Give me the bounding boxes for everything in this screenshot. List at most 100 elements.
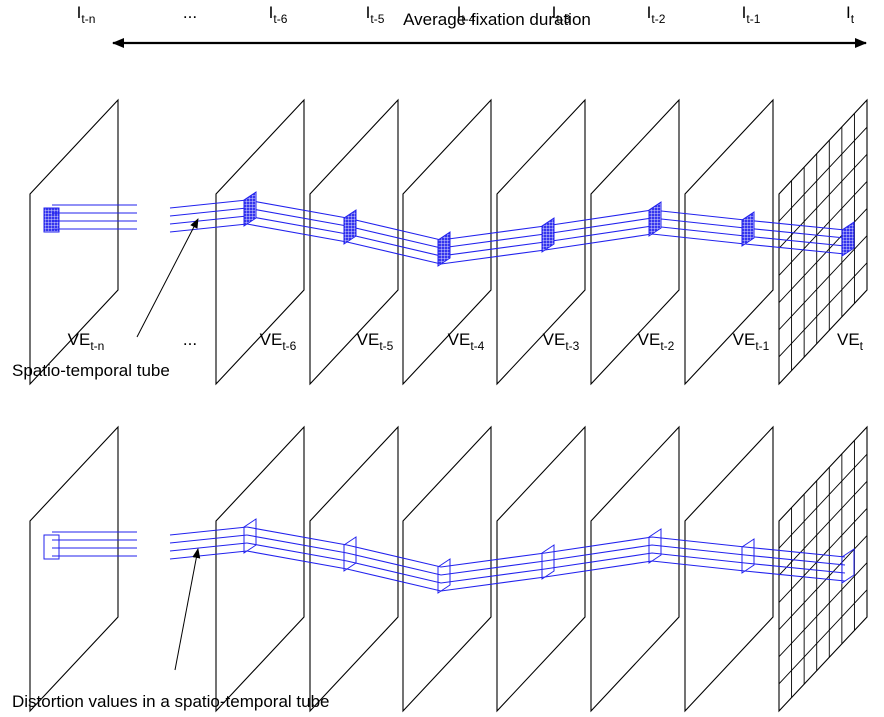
grid-line [778, 181, 868, 276]
frame-label-base: VE [260, 330, 283, 349]
frame-label-base: I [366, 3, 371, 22]
frame-label-subscript: t-n [90, 339, 104, 353]
frame-label: It-4 [457, 3, 476, 26]
tube-block [541, 544, 555, 580]
frame-label: It-6 [269, 3, 288, 26]
tube-block [437, 558, 451, 594]
tube-block [841, 548, 855, 584]
frame-label: VEt-3 [543, 330, 580, 353]
frame-label: It-2 [647, 3, 666, 26]
tube-edge [169, 534, 248, 544]
frame-label: VEt-5 [357, 330, 394, 353]
tube-annotation-arrow [136, 218, 199, 338]
grid-line [778, 235, 868, 331]
frame-label: It-1 [742, 3, 761, 26]
frame-label-base: I [846, 3, 851, 22]
frame-label: VEt-n [68, 330, 105, 353]
distortion-annotation-label: Distortion values in a spatio-temporal t… [12, 692, 330, 711]
frame-label-base: I [552, 3, 557, 22]
frame-label-base: VE [638, 330, 661, 349]
frame-label-base: I [742, 3, 747, 22]
grid-line [778, 508, 868, 603]
tube-edge [169, 526, 248, 536]
frame-label-base: VE [357, 330, 380, 349]
grid-line [778, 589, 868, 685]
frame-label-subscript: t-5 [379, 339, 393, 353]
video-frame [309, 98, 399, 386]
ellipsis-label: ... [183, 3, 197, 22]
tube-edge [246, 542, 846, 584]
grid-line [778, 535, 868, 630]
frame-label: It-n [77, 3, 96, 26]
frame-label-base: I [269, 3, 274, 22]
visual-error-frames-row: VEt-n VEt-6 VEt-5 VEt-4 VEt-3 VEt-2 VEt-1 VEt..… [29, 330, 868, 713]
frame-label-base: VE [733, 330, 756, 349]
tube-block [648, 528, 662, 564]
frame-label-subscript: t-1 [746, 12, 760, 26]
tube-edge [169, 199, 248, 209]
grid-line [778, 453, 868, 549]
frame-label-base: I [647, 3, 652, 22]
frame-label-subscript: t-3 [556, 12, 570, 26]
frame-label-base: VE [837, 330, 860, 349]
tube-block [741, 211, 755, 247]
frame-label: VEt-2 [638, 330, 675, 353]
fixation-duration-title: Average fixation duration [403, 10, 591, 29]
ellipsis-label: ... [183, 330, 197, 349]
tube-block [243, 191, 257, 227]
frame-label-subscript: t-2 [660, 339, 674, 353]
frame-label-subscript: t-n [81, 12, 95, 26]
tube-block [343, 536, 357, 572]
video-frame [309, 425, 399, 713]
video-frame [402, 425, 492, 713]
frame-label-base: I [457, 3, 462, 22]
video-frame [590, 425, 680, 713]
frame-label-base: VE [68, 330, 91, 349]
frame-label: VEt-4 [448, 330, 485, 353]
frame-label: It [846, 3, 855, 26]
tube-edge [246, 526, 846, 568]
frame-label-subscript: t-3 [565, 339, 579, 353]
frame-label-subscript: t-6 [273, 12, 287, 26]
frame-label-subscript: t-5 [370, 12, 384, 26]
video-frame [590, 98, 680, 386]
video-frame [778, 425, 868, 713]
frame-label-subscript: t-4 [461, 12, 475, 26]
frame-label: VEt [837, 330, 864, 353]
frame-label: VEt-6 [260, 330, 297, 353]
frame-label-base: VE [543, 330, 566, 349]
tube-edge [169, 223, 248, 233]
distortion-annotation-arrow [174, 548, 201, 671]
video-frame [29, 425, 119, 713]
tube-block [841, 221, 855, 257]
tube-edge [246, 534, 846, 576]
tube-block [243, 518, 257, 554]
frame-label-subscript: t-1 [755, 339, 769, 353]
tube-block [648, 201, 662, 237]
frame-label: VEt-1 [733, 330, 770, 353]
tube-block [343, 209, 357, 245]
image-frames-row: It-n It-6 It-5 It-4 It-3 It-2 It-1 It... [29, 3, 868, 386]
frame-label: It-5 [366, 3, 385, 26]
grid-line [778, 562, 868, 658]
tube-edge [169, 215, 248, 225]
frame-label-subscript: t-2 [651, 12, 665, 26]
grid-line [778, 126, 868, 222]
tube-edge [169, 550, 248, 560]
frame-label: It-3 [552, 3, 571, 26]
tube-block [43, 534, 60, 560]
tube-edge [169, 542, 248, 552]
tube-annotation-label: Spatio-temporal tube [12, 361, 170, 380]
tube-block [43, 207, 60, 233]
tube-edge [169, 207, 248, 217]
video-frame [29, 98, 119, 386]
grid-line [778, 262, 868, 358]
frame-label-subscript: t [860, 339, 864, 353]
video-frame [778, 98, 868, 386]
frame-label-subscript: t-4 [470, 339, 484, 353]
video-frame [215, 425, 305, 713]
frame-label-subscript: t-6 [282, 339, 296, 353]
tube-block [741, 538, 755, 574]
frame-label-base: VE [448, 330, 471, 349]
